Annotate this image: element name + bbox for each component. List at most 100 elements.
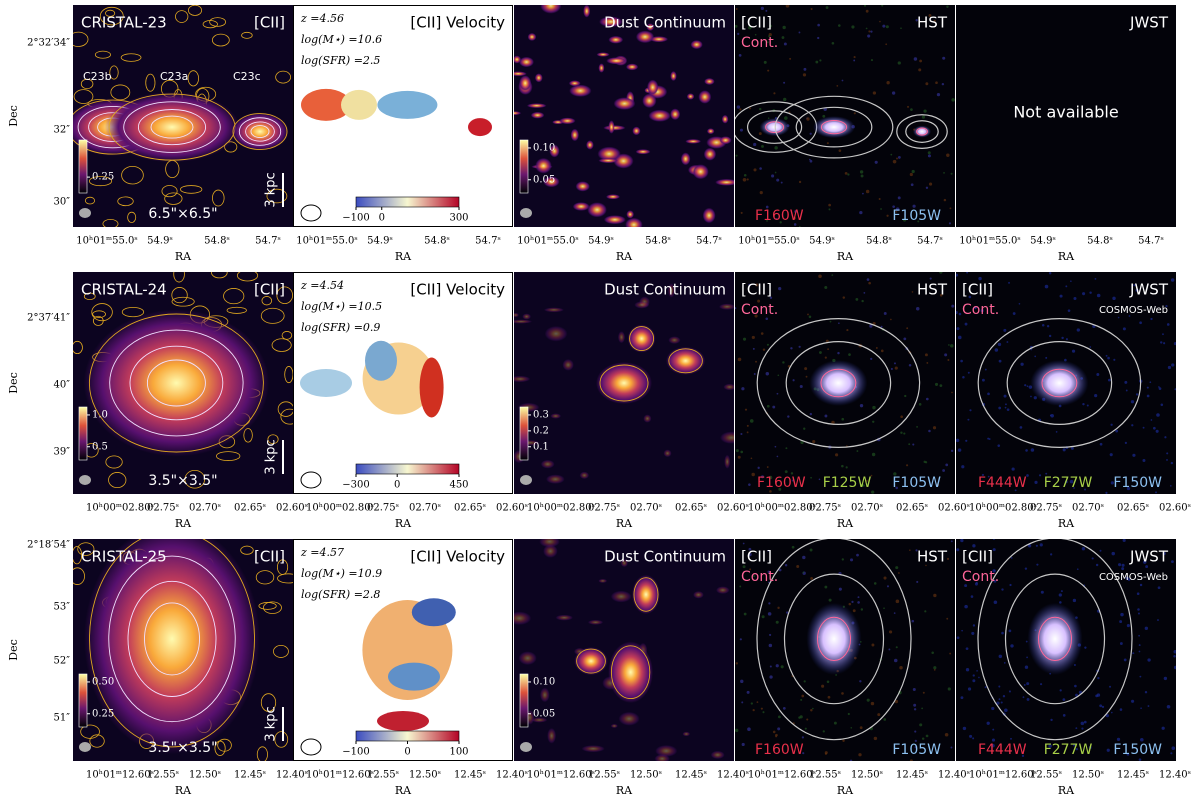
- noise: [801, 736, 804, 739]
- noise: [857, 601, 860, 604]
- noise: [1026, 474, 1029, 477]
- noise: [936, 483, 940, 487]
- noise: [951, 391, 953, 394]
- noise: [784, 116, 788, 120]
- filter-label: F160W: [757, 475, 806, 491]
- noise: [1048, 744, 1052, 748]
- noise: [1142, 560, 1147, 564]
- noise: [768, 475, 773, 480]
- cont-label: Cont.: [741, 35, 778, 51]
- noise: [957, 335, 962, 340]
- noise: [1132, 453, 1136, 457]
- panel: JWST Not available: [956, 5, 1176, 227]
- dust-noise: [596, 52, 610, 57]
- noise-contour: [202, 20, 218, 29]
- noise: [1082, 292, 1086, 296]
- noise: [785, 5, 790, 8]
- noise: [1010, 737, 1012, 740]
- noise: [756, 701, 759, 704]
- noise: [1048, 334, 1052, 338]
- panel: JWST [CII] Cont. COSMOS-Web F444W F277W F150W: [956, 539, 1176, 761]
- noise: [1009, 583, 1012, 587]
- noise: [892, 159, 897, 164]
- noise: [735, 728, 739, 733]
- dust-noise: [685, 139, 702, 144]
- dust-noise: [597, 146, 621, 162]
- noise: [949, 207, 952, 210]
- noise: [763, 60, 767, 64]
- panel-title: Dust Continuum: [604, 14, 726, 32]
- galaxy: [809, 360, 868, 406]
- noise: [1070, 280, 1072, 283]
- filter-label: F160W: [755, 742, 804, 758]
- noise: [872, 420, 875, 423]
- noise: [1088, 746, 1092, 749]
- noise: [956, 548, 960, 552]
- ra-tick-label: 12.45ˢ: [454, 770, 486, 781]
- noise: [910, 108, 913, 111]
- noise: [801, 694, 805, 698]
- noise: [925, 734, 929, 738]
- noise: [950, 449, 954, 452]
- noise: [1126, 752, 1130, 756]
- line-label: [CII]: [254, 281, 285, 299]
- noise-contour: [263, 601, 282, 614]
- noise: [946, 153, 950, 157]
- noise: [1126, 486, 1131, 491]
- colorbar: [78, 406, 88, 461]
- noise: [1106, 748, 1110, 752]
- line-label: [CII]: [254, 548, 285, 566]
- panel-title: JWST: [1129, 281, 1169, 299]
- noise: [742, 542, 745, 545]
- noise: [852, 609, 856, 613]
- beam: [79, 475, 91, 485]
- noise: [757, 748, 760, 751]
- dust-noise: [643, 414, 652, 423]
- noise: [872, 405, 876, 410]
- noise: [762, 711, 765, 714]
- cii-contour: [1004, 573, 1106, 705]
- noise: [853, 112, 856, 115]
- dust-noise: [698, 90, 712, 104]
- noise: [765, 205, 769, 209]
- dust-noise: [598, 578, 608, 583]
- noise: [906, 327, 909, 330]
- dust-noise: [690, 40, 703, 50]
- filter-label: F105W: [892, 208, 941, 224]
- noise: [956, 310, 958, 315]
- cont-contour: [765, 121, 785, 133]
- noise: [1086, 404, 1089, 407]
- noise-contour: [217, 738, 232, 752]
- cii-contour: [896, 114, 948, 149]
- panel: Dust Continuum 0.10 0.05: [514, 539, 734, 761]
- noise-contour: [80, 78, 94, 90]
- noise: [1109, 685, 1112, 688]
- noise-contour: [121, 165, 144, 185]
- noise: [753, 372, 756, 375]
- noise: [802, 73, 807, 77]
- beam: [79, 208, 91, 218]
- component-label: C23a: [160, 70, 188, 83]
- noise: [899, 665, 903, 670]
- dust-noise: [704, 78, 715, 85]
- noise: [912, 687, 916, 691]
- noise: [769, 633, 772, 637]
- noise: [908, 363, 912, 367]
- noise: [824, 752, 828, 755]
- noise: [747, 727, 751, 731]
- ra-tick-label: 10ʰ01ᵐ12.60ˢ: [969, 770, 1037, 781]
- noise: [969, 409, 972, 412]
- dust-noise: [598, 63, 605, 73]
- noise: [987, 392, 990, 396]
- filter-label: F444W: [978, 742, 1027, 758]
- noise-contour: [236, 272, 259, 282]
- dust-noise: [530, 111, 545, 119]
- noise: [1160, 341, 1163, 344]
- noise: [740, 679, 744, 684]
- noise: [956, 273, 959, 277]
- noise-contour: [256, 746, 268, 761]
- dust-noise: [568, 80, 581, 87]
- noise: [897, 196, 901, 200]
- dust-noise: [618, 711, 640, 726]
- noise: [870, 701, 875, 706]
